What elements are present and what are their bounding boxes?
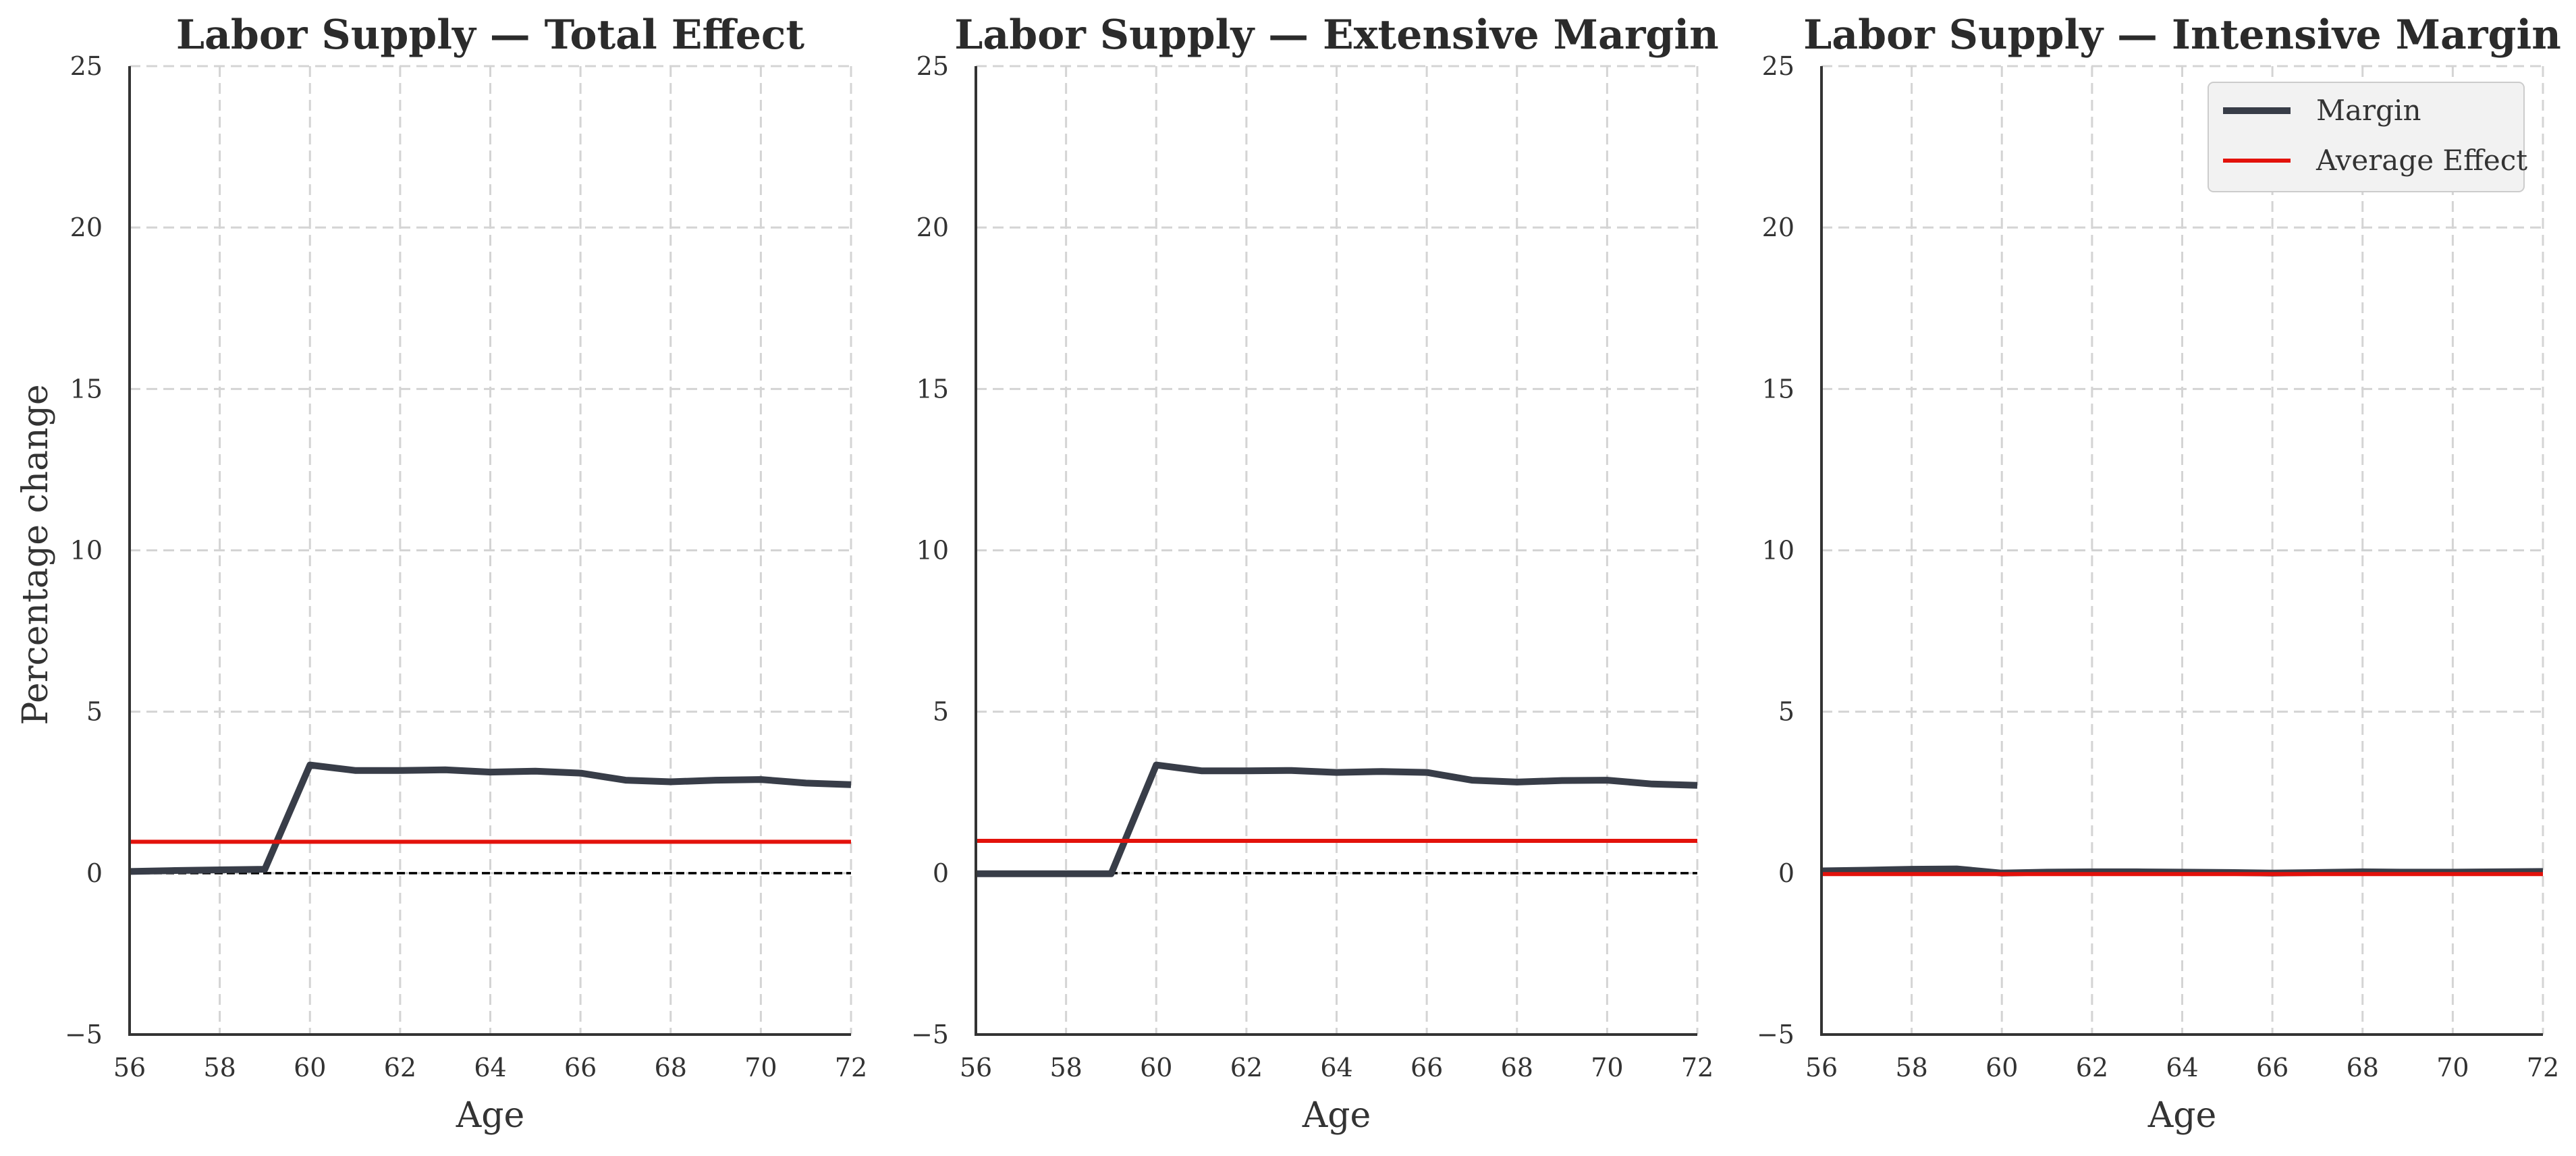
chart-panel-3: 56 58 60 62 64 66 68 70 72 −5 0 5 10 15 20 25 Labor Supp… xyxy=(1757,11,2561,1136)
x-tick-label: 58 xyxy=(1049,1053,1082,1082)
x-tick-label: 60 xyxy=(1985,1053,2018,1082)
x-tick-label: 58 xyxy=(203,1053,236,1082)
chart-panel-1: 56 58 60 62 64 66 68 70 72 −5 0 5 10 15 20 25 Labor Supp… xyxy=(16,11,867,1136)
x-tick-label: 58 xyxy=(1895,1053,1927,1082)
series-line-margin xyxy=(976,761,1698,877)
x-tick-label: 56 xyxy=(113,1053,146,1082)
x-tick-label: 70 xyxy=(2436,1053,2469,1082)
y-tick-label: 10 xyxy=(916,536,949,566)
y-tick-label: 15 xyxy=(1762,374,1794,404)
y-tick-label: −5 xyxy=(911,1020,949,1049)
x-tick-label: 72 xyxy=(2527,1053,2559,1082)
y-tick-label: 10 xyxy=(70,536,103,566)
x-tick-label: 66 xyxy=(564,1053,597,1082)
y-axis-label: Percentage change xyxy=(16,384,56,725)
y-tick-label: 0 xyxy=(933,858,949,888)
x-tick-label: 72 xyxy=(835,1053,867,1082)
y-tick-label: 20 xyxy=(1762,213,1794,242)
x-tick-label: 70 xyxy=(1591,1053,1623,1082)
legend-label: Margin xyxy=(2316,94,2421,127)
x-tick-label: 66 xyxy=(2256,1053,2289,1082)
x-tick-label: 60 xyxy=(294,1053,326,1082)
y-tick-label: 0 xyxy=(1778,858,1794,888)
y-tick-label: −5 xyxy=(65,1020,103,1049)
y-tick-label: 15 xyxy=(70,374,103,404)
y-tick-label: 20 xyxy=(70,213,103,242)
x-tick-label: 68 xyxy=(2347,1053,2379,1082)
y-tick-label: 25 xyxy=(916,51,949,81)
x-tick-label: 62 xyxy=(2076,1053,2108,1082)
chart-title: Labor Supply — Intensive Margin xyxy=(1803,11,2561,59)
y-tick-label: −5 xyxy=(1757,1020,1794,1049)
y-tick-label: 25 xyxy=(1762,51,1794,81)
legend: Margin Average Effect xyxy=(2208,82,2527,192)
y-tick-label: 25 xyxy=(70,51,103,81)
x-axis-label: Age xyxy=(2147,1095,2217,1136)
y-tick-label: 0 xyxy=(86,858,103,888)
x-tick-label: 66 xyxy=(1410,1053,1443,1082)
x-tick-label: 68 xyxy=(1501,1053,1533,1082)
chart-title: Labor Supply — Extensive Margin xyxy=(954,11,1719,59)
series-line-margin xyxy=(129,761,852,875)
x-tick-label: 64 xyxy=(1320,1053,1352,1082)
x-tick-label: 72 xyxy=(1681,1053,1714,1082)
x-tick-label: 64 xyxy=(2166,1053,2198,1082)
y-tick-label: 5 xyxy=(1778,697,1794,727)
y-tick-label: 5 xyxy=(86,697,103,727)
x-tick-label: 60 xyxy=(1140,1053,1172,1082)
x-tick-label: 68 xyxy=(655,1053,687,1082)
x-tick-label: 56 xyxy=(1805,1053,1838,1082)
x-axis-label: Age xyxy=(456,1095,525,1136)
x-tick-label: 70 xyxy=(744,1053,777,1082)
x-axis-label: Age xyxy=(1302,1095,1371,1136)
x-tick-label: 64 xyxy=(474,1053,506,1082)
y-tick-label: 20 xyxy=(916,213,949,242)
x-tick-label: 62 xyxy=(1230,1053,1263,1082)
y-tick-label: 10 xyxy=(1762,536,1794,566)
y-tick-label: 5 xyxy=(933,697,949,727)
x-tick-label: 62 xyxy=(384,1053,416,1082)
legend-label: Average Effect xyxy=(2315,144,2527,177)
chart-title: Labor Supply — Total Effect xyxy=(176,11,805,59)
y-tick-label: 15 xyxy=(916,374,949,404)
x-tick-label: 56 xyxy=(960,1053,992,1082)
